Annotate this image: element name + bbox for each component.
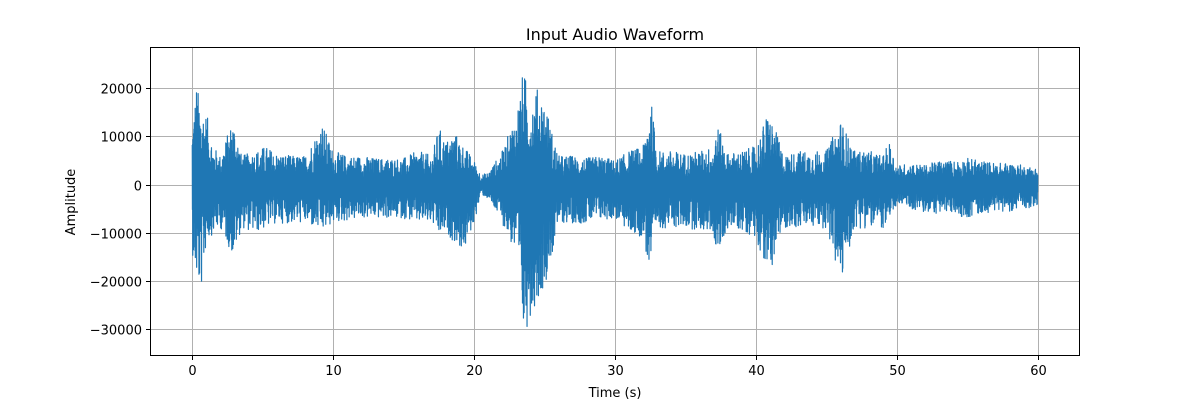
x-tick-label: 30	[607, 364, 624, 379]
y-axis: 20000 10000 0 −10000 −20000 −30000	[90, 83, 150, 339]
plot-frame	[150, 47, 1080, 356]
y-tick-label: −30000	[90, 324, 142, 339]
series-layer	[191, 77, 1039, 327]
waveform-line	[191, 77, 1039, 327]
x-tick-label: 40	[748, 364, 765, 379]
x-axis: 0 10 20 30 40 50 60	[188, 356, 1047, 379]
y-tick-label: −20000	[90, 276, 142, 291]
x-axis-label: Time (s)	[588, 386, 642, 400]
y-tick-label: −10000	[90, 228, 142, 243]
x-tick-label: 60	[1030, 364, 1047, 379]
chart-title: Input Audio Waveform	[526, 25, 704, 44]
y-tick-label: 10000	[101, 131, 142, 146]
x-tick-label: 10	[325, 364, 342, 379]
x-tick-label: 20	[466, 364, 483, 379]
y-tick-label: 0	[134, 180, 142, 195]
x-tick-label: 0	[188, 364, 196, 379]
x-tick-label: 50	[889, 364, 906, 379]
y-axis-label: Amplitude	[64, 169, 79, 236]
y-tick-label: 20000	[101, 83, 142, 98]
